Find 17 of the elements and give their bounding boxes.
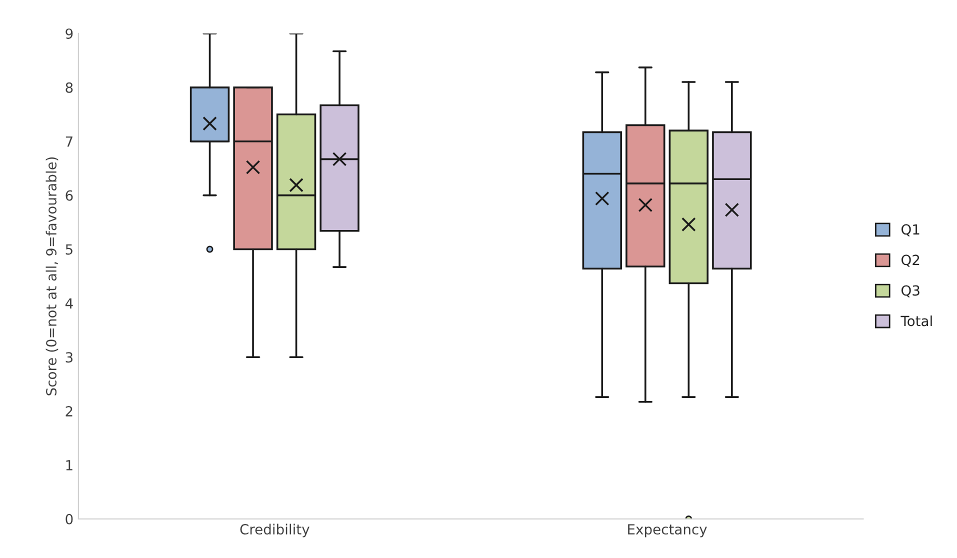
y-axis-title: Score (0=not at all, 9=favourable) <box>46 157 58 396</box>
y-tick-label: 6 <box>66 190 73 201</box>
y-tick-label: 4 <box>65 298 73 308</box>
y-tick-label: 2 <box>66 406 72 416</box>
y-tick-label: 0 <box>66 514 73 524</box>
x-tick-label: Credibility <box>240 524 310 538</box>
legend-label: Q3 <box>901 285 920 298</box>
legend-label: Total <box>900 315 932 326</box>
y-tick-label: 1 <box>66 460 72 470</box>
y-tick-label: 7 <box>66 136 72 147</box>
y-tick-label: 5 <box>66 244 72 255</box>
y-tick-label: 3 <box>66 352 72 363</box>
x-tick-label: Expectancy <box>628 524 707 538</box>
y-tick-label: 9 <box>66 28 73 39</box>
y-tick-label: 8 <box>66 82 73 93</box>
legend-label: Q2 <box>901 254 920 267</box>
legend-label: Q1 <box>901 224 920 236</box>
